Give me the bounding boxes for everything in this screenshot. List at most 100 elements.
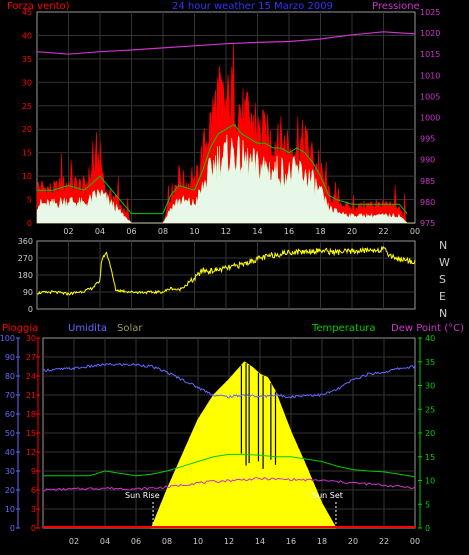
wind-pressure-series: [36, 31, 416, 224]
wind-y-ticks: 45 40 35 30 25 20 15 10 5 0: [22, 8, 32, 228]
pressure-y-ticks: 1025 1020 1015 1010 1005 1000 995 990 985 980 975: [420, 8, 440, 228]
humidity-tick-label: 60: [5, 410, 15, 419]
pressure-tick-label: 1025: [420, 8, 440, 17]
rain-tick-label: 21: [26, 391, 36, 400]
solar-axis-label: Solar: [117, 323, 143, 334]
wind-direction-y-ticks: 360 270 180 90 0: [18, 237, 33, 314]
temperature-tick-label: 35: [425, 358, 435, 367]
x-tick-label: 14: [252, 227, 262, 236]
pressure-tick-label: 1005: [420, 92, 440, 101]
chart-title: 24 hour weather 15 Marzo 2009: [172, 1, 333, 12]
wind-tick-label: 10: [22, 172, 32, 181]
temperature-tick-label: 25: [425, 405, 435, 414]
humidity-tick-label: 40: [5, 448, 15, 457]
x-tick-label: 10: [189, 227, 199, 236]
x-tick-label: 04: [95, 227, 105, 236]
humidity-tick-label: 0: [10, 524, 15, 533]
rain-tick-label: 24: [26, 372, 36, 381]
pressure-axis-label: Pressione: [372, 1, 420, 12]
wind-tick-label: 15: [22, 149, 32, 158]
x-tick-label: 08: [158, 227, 168, 236]
temperature-tick-label: 0: [425, 524, 430, 533]
temperature-tick-label: 40: [425, 334, 435, 343]
direction-tick-label: 270: [18, 254, 33, 263]
wind-tick-label: 5: [27, 196, 32, 205]
humidity-series: [42, 362, 416, 399]
pressure-tick-label: 985: [420, 177, 435, 186]
humidity-tick-label: 10: [5, 505, 15, 514]
rain-tick-label: 27: [26, 353, 36, 362]
compass-label: S: [439, 273, 446, 286]
wind-direction-series: [36, 245, 416, 296]
pressure-tick-label: 980: [420, 198, 435, 207]
x-tick-label: 16: [286, 537, 296, 546]
wind-tick-label: 30: [22, 78, 32, 87]
temperature-tick-label: 15: [425, 453, 435, 462]
wind-tick-label: 20: [22, 125, 32, 134]
direction-tick-label: 180: [18, 271, 33, 280]
x-tick-label: 14: [255, 537, 265, 546]
rain-tick-label: 30: [26, 334, 36, 343]
pressure-tick-label: 975: [420, 219, 435, 228]
temperature-series: [43, 453, 416, 478]
solar-series: [150, 361, 337, 529]
humidity-tick-label: 30: [5, 467, 15, 476]
pressure-tick-label: 1010: [420, 71, 440, 80]
pressure-tick-label: 995: [420, 135, 435, 144]
temperature-axis-label: Temperatura: [311, 323, 376, 334]
sunset-label: Sun Set: [312, 491, 343, 500]
humidity-tick-label: 50: [5, 429, 15, 438]
wind-tick-label: 45: [22, 8, 32, 17]
wind-gust-series: [36, 43, 415, 224]
rain-tick-label: 15: [26, 429, 36, 438]
dewpoint-series: [43, 477, 416, 492]
rain-tick-label: 12: [26, 448, 36, 457]
sunrise-label: Sun Rise: [125, 491, 160, 500]
temperature-tick-label: 30: [425, 382, 435, 391]
humidity-tick-label: 80: [5, 372, 15, 381]
humidity-tick-label: 20: [5, 486, 15, 495]
x-tick-label: 04: [100, 537, 110, 546]
x-tick-label: 20: [347, 227, 357, 236]
x-tick-label: 18: [317, 537, 327, 546]
dewpoint-axis-label: Dew Point (°C): [391, 323, 464, 334]
x-tick-label: 20: [348, 537, 358, 546]
compass-label: N: [439, 307, 447, 320]
wind-tick-label: 0: [27, 219, 32, 228]
temperature-tick-label: 20: [425, 429, 435, 438]
wind-axis-label: Forza vento): [7, 1, 70, 12]
direction-tick-label: 90: [23, 288, 33, 297]
climate-panel: 1009080706050403020100302724211815129630…: [0, 323, 464, 546]
direction-tick-label: 360: [18, 237, 33, 246]
x-tick-label: 22: [378, 227, 388, 236]
wind-tick-label: 35: [22, 55, 32, 64]
climate-y-axes: 1009080706050403020100302724211815129630…: [0, 334, 435, 533]
rain-tick-label: 6: [31, 486, 36, 495]
wind-pressure-x-ticks: 02 04 06 08 10 12 14 16 18 20 22 00: [63, 227, 420, 236]
compass-label: E: [439, 290, 446, 303]
x-tick-label: 08: [162, 537, 172, 546]
x-tick-label: 06: [131, 537, 141, 546]
climate-x-ticks: 02 04 06 08 10 12 14 16 18 20 22 00: [69, 537, 420, 546]
wind-tick-label: 25: [22, 102, 32, 111]
pressure-series: [36, 31, 416, 55]
x-tick-label: 22: [379, 537, 389, 546]
rain-tick-label: 9: [31, 467, 36, 476]
temperature-tick-label: 10: [425, 477, 435, 486]
pressure-tick-label: 1020: [420, 29, 440, 38]
wind-direction-series: [36, 245, 416, 296]
wind-direction-grid: [37, 241, 415, 309]
rain-tick-label: 0: [31, 524, 36, 533]
climate-series: [42, 361, 416, 529]
wind-average-line: [37, 123, 408, 215]
x-tick-label: 12: [224, 537, 234, 546]
x-tick-label: 18: [315, 227, 325, 236]
x-tick-label: 02: [63, 227, 73, 236]
pressure-tick-label: 1015: [420, 50, 440, 59]
pressure-tick-label: 1000: [420, 114, 440, 123]
x-tick-label: 00: [410, 537, 420, 546]
humidity-tick-label: 100: [0, 334, 15, 343]
